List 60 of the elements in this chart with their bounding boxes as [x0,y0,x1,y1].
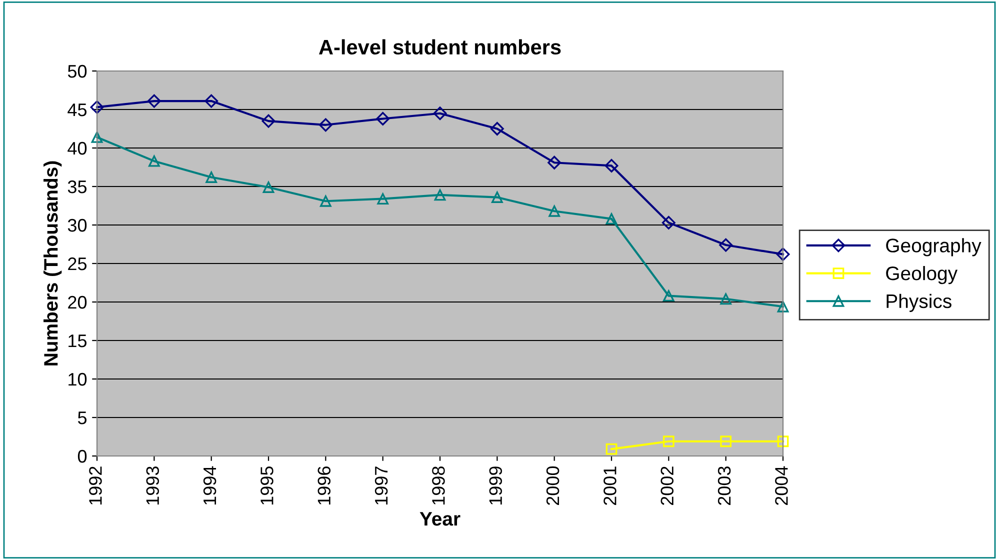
point [548,156,562,170]
point [206,172,218,183]
y-tick-label: 30 [68,218,87,232]
point [320,195,332,207]
point [662,216,676,230]
x-tick-label: 2001 [604,466,616,505]
legend-label: Physics [886,294,952,312]
point [262,114,276,128]
x-tick-label: 1999 [489,466,502,505]
point [376,112,390,126]
point [491,192,503,203]
x-tick-label: 1992 [89,466,102,505]
y-tick-label: 20 [68,296,87,309]
point [90,100,104,114]
point [720,436,732,448]
x-tick-label: 2002 [660,466,674,505]
x-tick-label: 1993 [146,466,160,505]
point [720,293,732,305]
point [777,300,789,312]
y-axis-title: Numbers (Thousands) [44,161,62,366]
x-tick-label: 1996 [318,466,331,505]
point [91,132,103,143]
y-tick-label: 45 [68,104,87,116]
y-tick-label: 15 [68,334,87,348]
point [147,94,161,108]
x-tick-label: 2000 [546,466,560,505]
point [719,238,733,252]
point [548,205,560,217]
point [662,436,674,448]
y-tick-label: 50 [68,64,87,78]
x-tick-label: 2004 [775,466,788,505]
chart-title: A-level student numbers [318,39,561,55]
y-tick-label: 5 [78,412,87,424]
point [433,106,447,120]
point [606,443,618,455]
point [606,213,618,225]
y-tick-label: 35 [68,180,87,194]
point [604,158,618,172]
point [776,248,790,261]
x-axis-title: Year [420,512,460,526]
point [434,189,446,201]
x-tick-label: 1995 [260,466,274,505]
point [318,118,332,132]
x-tick-label: 1998 [432,466,445,505]
point [490,122,504,136]
legend-label: Geology [886,266,958,284]
y-tick-label: 40 [68,142,87,155]
x-tick-label: 1994 [203,466,216,505]
y-tick-label: 10 [68,372,87,386]
point [662,290,674,302]
x-tick-label: 1997 [374,466,388,505]
y-tick-label: 25 [68,257,87,270]
point [377,193,389,205]
point [148,155,160,167]
legend-label: Geography [886,238,982,256]
point [204,94,218,108]
point [777,436,789,448]
point [262,182,274,193]
y-tick-label: 0 [78,450,87,463]
x-tick-label: 2003 [718,466,731,505]
